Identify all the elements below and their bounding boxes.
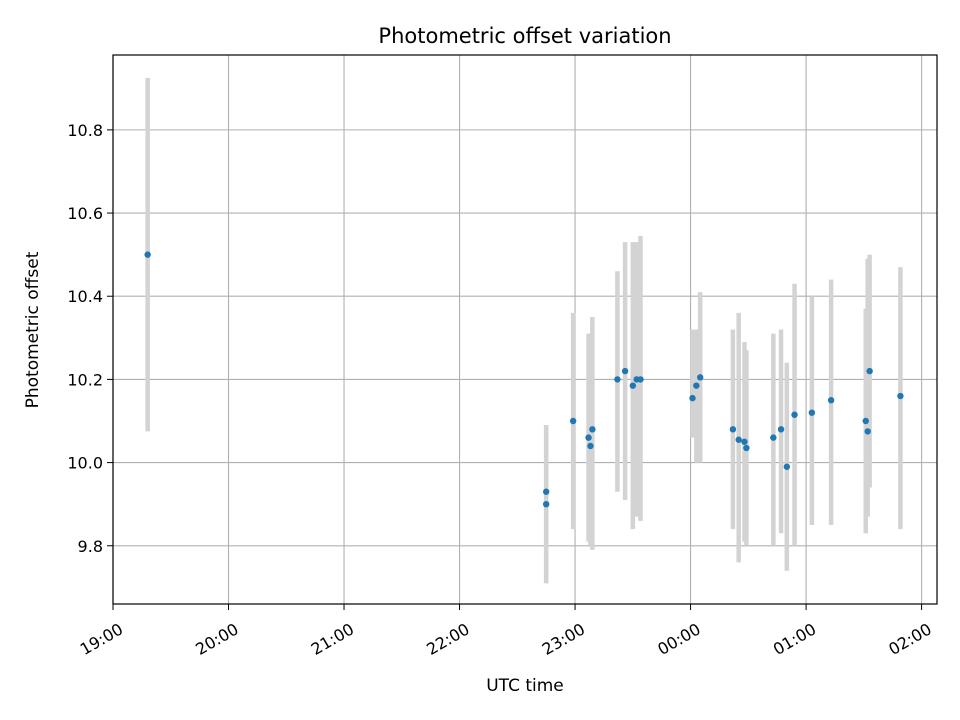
data-point [696,374,704,381]
data-point [827,397,835,404]
y-tick-label: 10.8 [67,121,103,140]
data-points [144,251,904,508]
data-point [693,382,700,389]
y-tick-label: 10.2 [67,370,103,389]
chart-title: Photometric offset variation [378,24,671,48]
y-tick-label: 9.8 [78,537,103,556]
data-point [629,382,637,389]
data-point [637,376,644,383]
y-tick-label: 10.6 [67,204,103,223]
data-point [864,428,871,435]
data-point [729,426,737,433]
data-point [897,392,904,400]
y-tick-label: 10.4 [67,287,103,306]
data-point [614,376,621,383]
data-point [866,367,873,375]
data-point [770,434,777,441]
data-point [569,417,577,425]
y-axis-ticks: 9.8 10.0 10.2 10.4 10.6 10.8 [67,121,113,556]
data-point [542,488,550,495]
data-point [735,436,742,443]
data-point [587,442,594,450]
data-point [777,426,785,433]
data-point [589,426,596,433]
data-point [621,367,629,375]
data-point [743,444,750,452]
data-point [791,411,798,418]
data-point [741,438,748,445]
x-axis-label: UTC time [486,676,564,696]
plot-frame [112,54,938,605]
data-point [542,500,550,508]
y-axis-label: Photometric offset [23,251,43,408]
y-tick-label: 10.0 [67,454,103,473]
data-point [689,394,696,402]
data-point [783,463,791,470]
data-point [808,409,816,416]
data-point [862,417,869,425]
data-point [144,251,151,258]
data-point [585,434,592,441]
